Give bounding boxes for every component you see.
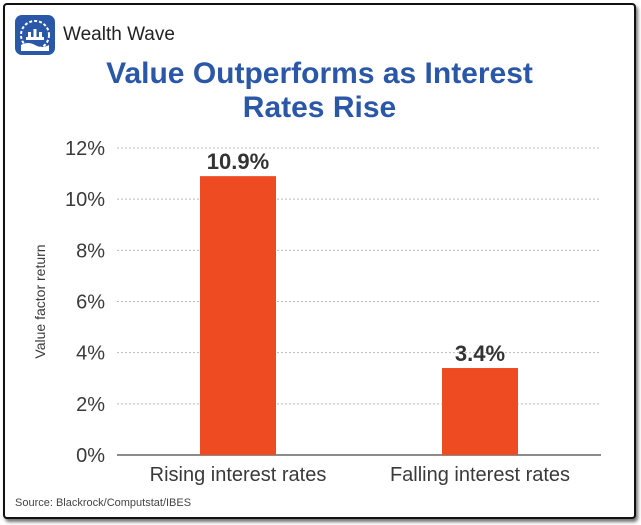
chart-title-line-1: Value Outperforms as Interest: [106, 57, 533, 90]
y-tick-label: 10%: [65, 189, 105, 211]
wealth-wave-logo-icon: [15, 15, 55, 55]
y-tick-label: 4%: [76, 343, 105, 365]
brand-name: Wealth Wave: [63, 24, 175, 45]
y-tick-label: 2%: [76, 394, 105, 416]
x-category-label: Falling interest rates: [390, 464, 570, 486]
bar: [200, 176, 276, 455]
bar-chart: 0% 2% 4% 6% 8% 10% 12% Value factor return 10.9%…: [32, 138, 601, 486]
y-tick-label: 0%: [76, 445, 105, 467]
chart-title: Value Outperforms as Interest Rates Rise: [5, 57, 634, 125]
y-tick-label: 12%: [65, 138, 105, 160]
chart-title-line-2: Rates Rise: [242, 91, 397, 124]
source-note: Source: Blackrock/Computstat/IBES: [15, 497, 192, 509]
chart-frame: Wealth Wave Value Outperforms as Interes…: [3, 3, 636, 519]
bar-data-label: 3.4%: [455, 341, 505, 366]
x-category-label: Rising interest rates: [150, 464, 327, 486]
y-tick-label: 6%: [76, 292, 105, 314]
bar-data-label: 10.9%: [207, 149, 269, 174]
brand: Wealth Wave: [15, 15, 175, 55]
bar: [442, 368, 518, 455]
y-tick-label: 8%: [76, 240, 105, 262]
y-axis-label: Value factor return: [32, 244, 48, 358]
